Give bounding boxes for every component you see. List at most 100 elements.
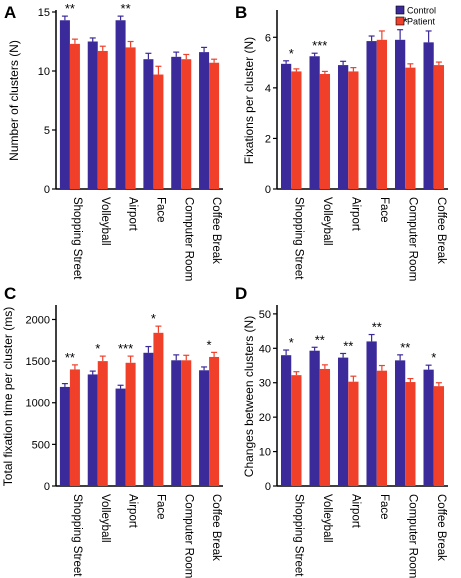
y-tick-label: 4 — [265, 83, 271, 95]
bar-control — [337, 65, 349, 189]
legend-label: Patient — [407, 17, 436, 27]
bar-control — [59, 20, 70, 190]
x-tick-label: Computer Room — [406, 197, 418, 281]
significance-marker: ** — [315, 332, 325, 347]
y-axis-label: Changes between clusters (N) — [242, 316, 256, 477]
y-tick-label: 50 — [259, 309, 271, 321]
significance-marker: ** — [121, 1, 131, 16]
significance-marker: *** — [312, 38, 327, 53]
bar-patient — [319, 368, 331, 486]
significance-marker: ** — [65, 350, 75, 365]
x-tick-label: Volleyball — [99, 494, 111, 543]
bar-control — [394, 39, 406, 189]
x-tick-label: Computer Room — [182, 494, 194, 578]
bar-patient — [153, 332, 164, 486]
y-tick-label: 40 — [259, 343, 271, 355]
bar-control — [87, 374, 98, 486]
bar-patient — [348, 71, 359, 189]
x-tick-label: Computer Room — [406, 494, 418, 578]
x-tick-label: Volleyball — [99, 197, 111, 246]
panel-b: B Fixations per cluster (N) 0 2 4 6 * Shopping … — [235, 3, 448, 281]
y-tick-label: 1000 — [26, 398, 50, 410]
significance-marker: ** — [343, 338, 353, 353]
bar-control — [199, 52, 210, 190]
y-tick-label: 0 — [265, 481, 271, 493]
bar-control — [115, 388, 126, 486]
significance-marker: *** — [118, 341, 133, 356]
y-tick-label: 5 — [44, 125, 50, 137]
bar-patient — [97, 50, 108, 189]
bar-control — [199, 370, 210, 486]
panel-letter: C — [4, 284, 16, 303]
x-tick-label: Volleyball — [321, 494, 333, 543]
panel-letter: A — [4, 3, 16, 22]
legend-swatch — [395, 16, 405, 26]
x-tick-label: Shopping Street — [71, 197, 83, 280]
panel-letter: D — [235, 284, 247, 303]
x-tick-label: Face — [378, 197, 390, 223]
y-tick-label: 2 — [265, 133, 271, 145]
bar-patient — [433, 386, 445, 486]
bar-patient — [69, 43, 80, 189]
x-tick-label: Face — [378, 494, 390, 520]
x-tick-label: Shopping Street — [292, 494, 304, 577]
panel-d: D Changes between clusters (N) 0 10 20 30 40 50… — [235, 284, 448, 578]
x-tick-label: Coffee Break — [435, 494, 447, 561]
bar-patient — [376, 39, 388, 189]
bar-patient — [319, 73, 331, 189]
bar-control — [366, 341, 377, 486]
bar-patient — [125, 362, 136, 486]
x-tick-label: Coffee Break — [210, 197, 222, 264]
bar-patient — [405, 67, 416, 189]
bar-control — [423, 42, 434, 189]
y-tick-label: 10 — [259, 447, 271, 459]
y-tick-label: 0 — [44, 481, 50, 493]
y-axis-label: Fixations per cluster (N) — [242, 37, 256, 164]
significance-marker: ** — [65, 1, 75, 16]
bar-control — [171, 360, 182, 486]
y-tick-label: 0 — [265, 184, 271, 196]
legend-label: Control — [407, 6, 436, 16]
x-tick-label: Shopping Street — [292, 197, 304, 280]
bar-control — [87, 41, 98, 189]
x-tick-label: Computer Room — [182, 197, 194, 281]
bar-patient — [209, 356, 220, 486]
significance-marker: * — [289, 335, 294, 350]
bar-control — [366, 41, 377, 190]
x-tick-label: Airport — [127, 197, 139, 232]
significance-marker: * — [431, 350, 436, 365]
x-tick-label: Coffee Break — [210, 494, 222, 561]
y-tick-label: 10 — [38, 66, 50, 78]
y-axis-label: Number of clusters (N) — [7, 40, 21, 161]
bar-patient — [69, 369, 80, 486]
bar-control — [171, 56, 182, 190]
bar-patient — [291, 375, 302, 486]
significance-marker: * — [151, 311, 156, 326]
x-tick-label: Volleyball — [321, 197, 333, 246]
x-tick-label: Airport — [349, 197, 361, 232]
panel-letter: B — [235, 3, 247, 22]
bar-control — [337, 357, 349, 486]
y-tick-label: 500 — [32, 439, 50, 451]
bar-patient — [376, 370, 388, 486]
bar-patient — [405, 382, 416, 486]
bar-patient — [291, 71, 302, 189]
significance-marker: * — [289, 46, 294, 61]
bar-patient — [209, 62, 220, 189]
bar-patient — [181, 59, 192, 190]
bar-patient — [348, 381, 359, 486]
bar-patient — [153, 74, 164, 189]
y-tick-label: 6 — [265, 32, 271, 44]
panel-a: A Number of clusters (N) 0 5 10 15 ** Shopping … — [4, 1, 223, 281]
significance-marker: * — [207, 337, 212, 352]
y-tick-label: 0 — [44, 184, 50, 196]
significance-marker: * — [95, 341, 100, 356]
x-tick-label: Shopping Street — [71, 494, 83, 577]
bar-control — [143, 352, 154, 486]
y-tick-label: 1500 — [26, 356, 50, 368]
x-tick-label: Coffee Break — [435, 197, 447, 264]
bar-control — [59, 386, 70, 486]
x-tick-label: Airport — [349, 494, 361, 529]
